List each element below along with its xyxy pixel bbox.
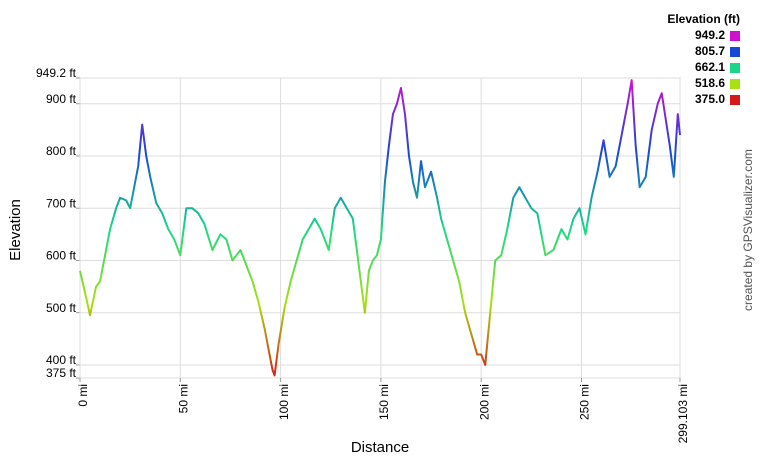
legend-swatch: [730, 31, 740, 41]
legend-label: 805.7: [695, 44, 725, 58]
y-axis-title: Elevation: [7, 199, 24, 261]
x-tick-label: 200 mi: [477, 384, 491, 420]
x-tick-label: 0 mi: [76, 384, 90, 407]
legend-label: 375.0: [695, 92, 725, 106]
y-tick-label: 400 ft: [46, 353, 77, 367]
legend-swatch: [730, 95, 740, 105]
legend-swatch: [730, 79, 740, 89]
y-tick-label: 500 ft: [46, 301, 77, 315]
y-tick-label: 800 ft: [46, 144, 77, 158]
credit: created by GPSVisualizer.com: [741, 149, 755, 311]
x-axis-title: Distance: [351, 439, 409, 456]
legend-swatch: [730, 47, 740, 57]
plot-frame: [79, 77, 681, 379]
x-tick-label: 100 mi: [277, 384, 291, 420]
x-tick-label: 50 mi: [176, 384, 190, 413]
legend-swatch: [730, 63, 740, 73]
legend-label: 662.1: [695, 60, 725, 74]
legend-title: Elevation (ft): [667, 12, 740, 26]
y-tick-label: 949.2 ft: [36, 66, 77, 80]
x-tick-label: 150 mi: [377, 384, 391, 420]
y-tick-label: 900 ft: [46, 92, 77, 106]
y-tick-label: 375 ft: [46, 366, 77, 380]
x-tick-label: 250 mi: [578, 384, 592, 420]
y-tick-label: 600 ft: [46, 249, 77, 263]
legend-label: 518.6: [695, 76, 725, 90]
elevation-line: [79, 79, 681, 377]
legend-label: 949.2: [695, 28, 725, 42]
y-tick-label: 700 ft: [46, 196, 77, 210]
x-tick-label: 299.103 mi: [676, 384, 690, 443]
